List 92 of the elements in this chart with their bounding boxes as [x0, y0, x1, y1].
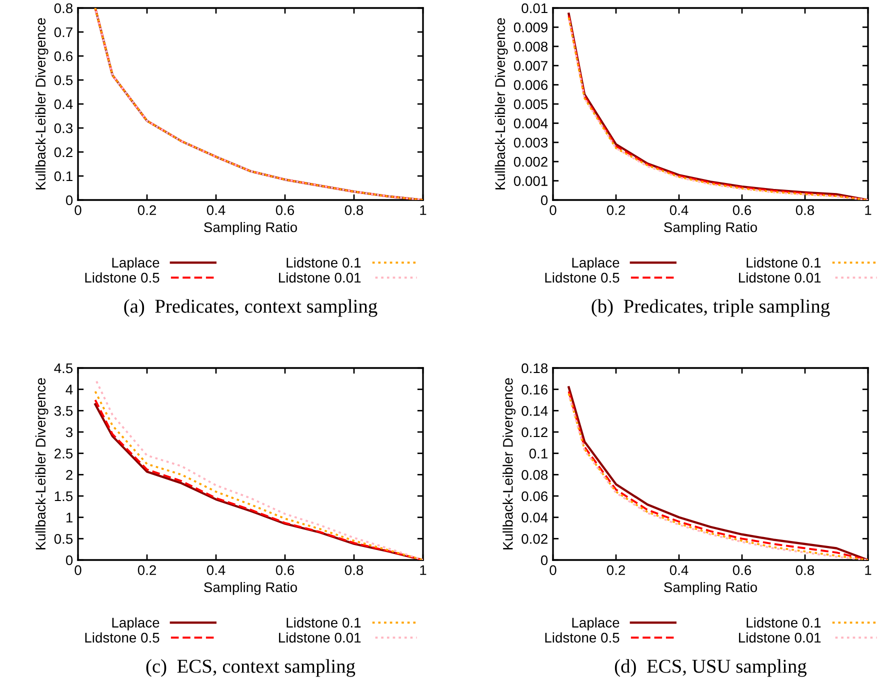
y-tick-label: 4 — [66, 384, 73, 394]
y-tick-label: 0.7 — [54, 27, 72, 38]
y-tick-label: 0.5 — [54, 75, 73, 86]
x-tick-label: 0.8 — [344, 205, 364, 216]
legend-label: Lidstone 0.01 — [739, 632, 821, 643]
legend-label: Lidstone 0.1 — [286, 257, 361, 268]
x-tick-label: 0.6 — [732, 205, 752, 216]
x-tick-label: 0.8 — [344, 565, 364, 576]
y-tick-label: 3.5 — [54, 406, 73, 416]
y-axis-title: Kullback-Leibler Divergence — [35, 18, 48, 190]
text: (d) ECS, USU sampling — [614, 659, 807, 677]
y-tick-label: 0.08 — [522, 470, 548, 480]
x-tick-label: 0.2 — [138, 205, 156, 216]
y-axis-title: Kullback-Leibler Divergence — [494, 18, 508, 190]
legend-label: Lidstone 0.5 — [85, 632, 160, 643]
y-tick-label: 0.004 — [514, 118, 548, 128]
y-tick-label: 0.3 — [54, 123, 73, 134]
x-axis-title: Sampling Ratio — [204, 582, 298, 595]
y-tick-label: 0.16 — [522, 384, 548, 395]
legend-label: Lidstone 0.5 — [545, 272, 620, 283]
x-tick-label: 0.2 — [606, 205, 625, 216]
legend-label: Lidstone 0.1 — [286, 617, 361, 628]
y-tick-label: 1 — [66, 512, 72, 522]
y-tick-label: 0.009 — [514, 22, 548, 32]
y-tick-label: 0.2 — [54, 147, 72, 158]
x-tick-label: 1 — [865, 205, 872, 215]
x-axis-title: Sampling Ratio — [204, 222, 298, 235]
x-tick-label: 0.6 — [276, 565, 294, 576]
y-tick-label: 0.14 — [522, 406, 548, 416]
legend-label: Lidstone 0.5 — [545, 632, 620, 643]
y-tick-label: 0.04 — [522, 512, 548, 523]
legend-label: Laplace — [572, 257, 620, 270]
x-tick-label: 1 — [420, 565, 426, 575]
y-tick-label: 0.18 — [522, 363, 548, 374]
y-tick-label: 0.8 — [54, 3, 73, 14]
x-tick-label: 1 — [420, 205, 426, 215]
y-tick-label: 0.6 — [54, 51, 73, 62]
x-tick-label: 0 — [74, 205, 82, 216]
y-tick-label: 2.5 — [54, 448, 73, 459]
legend-label: Lidstone 0.01 — [279, 272, 361, 283]
text: (b) Predicates, triple sampling — [592, 299, 830, 317]
x-axis-title: Sampling Ratio — [664, 222, 758, 235]
x-tick-label: 0.4 — [206, 205, 226, 216]
y-tick-label: 0.06 — [522, 491, 548, 502]
y-tick-label: 0.003 — [514, 138, 548, 148]
x-tick-label: 0.4 — [206, 565, 226, 576]
y-tick-label: 0.02 — [522, 534, 548, 544]
x-tick-label: 0.2 — [138, 565, 156, 576]
y-tick-label: 0 — [66, 555, 73, 566]
y-tick-label: 0 — [540, 555, 548, 566]
y-tick-label: 4.5 — [54, 363, 73, 374]
text: (c) ECS, context sampling — [146, 659, 356, 677]
legend-label: Laplace — [572, 617, 620, 630]
y-tick-label: 0.002 — [514, 156, 548, 167]
y-tick-label: 3 — [66, 427, 73, 438]
x-tick-label: 0 — [550, 205, 556, 216]
x-tick-label: 0 — [74, 565, 82, 576]
x-tick-label: 0.6 — [276, 205, 294, 216]
y-tick-label: 0.001 — [514, 176, 548, 186]
y-tick-label: 0.1 — [529, 448, 548, 459]
y-tick-label: 0.12 — [522, 427, 548, 438]
legend-label: Lidstone 0.01 — [739, 272, 821, 283]
y-tick-label: 0.006 — [514, 80, 548, 90]
y-tick-label: 0.1 — [54, 171, 72, 182]
x-tick-label: 0.8 — [796, 205, 814, 216]
x-tick-label: 0.4 — [670, 565, 688, 576]
y-tick-label: 0.01 — [522, 3, 548, 14]
x-axis-title: Sampling Ratio — [664, 582, 758, 595]
legend-label: Laplace — [112, 617, 160, 630]
x-tick-label: 1 — [865, 565, 872, 575]
legend-label: Lidstone 0.1 — [746, 257, 821, 268]
legend-label: Laplace — [112, 257, 160, 270]
y-tick-label: 0 — [540, 195, 548, 206]
x-tick-label: 0 — [550, 565, 556, 576]
legend-label: Lidstone 0.01 — [279, 632, 361, 643]
y-tick-label: 0.005 — [514, 99, 548, 110]
text: (a) Predicates, context sampling — [124, 299, 378, 317]
y-tick-label: 0 — [66, 195, 73, 206]
legend-label: Lidstone 0.1 — [746, 617, 821, 628]
y-axis-title: Kullback-Leibler Divergence — [502, 378, 516, 550]
y-tick-label: 0.5 — [54, 534, 73, 544]
y-tick-label: 2 — [66, 470, 72, 480]
y-tick-label: 1.5 — [54, 491, 73, 502]
y-axis-title: Kullback-Leibler Divergence — [35, 378, 48, 550]
y-tick-label: 0.4 — [54, 99, 73, 110]
y-tick-label: 0.008 — [514, 42, 548, 52]
x-tick-label: 0.6 — [732, 565, 752, 576]
y-tick-label: 0.007 — [514, 60, 548, 71]
legend-label: Lidstone 0.5 — [85, 272, 160, 283]
x-tick-label: 0.8 — [796, 565, 814, 576]
x-tick-label: 0.2 — [606, 565, 625, 576]
x-tick-label: 0.4 — [670, 205, 688, 216]
